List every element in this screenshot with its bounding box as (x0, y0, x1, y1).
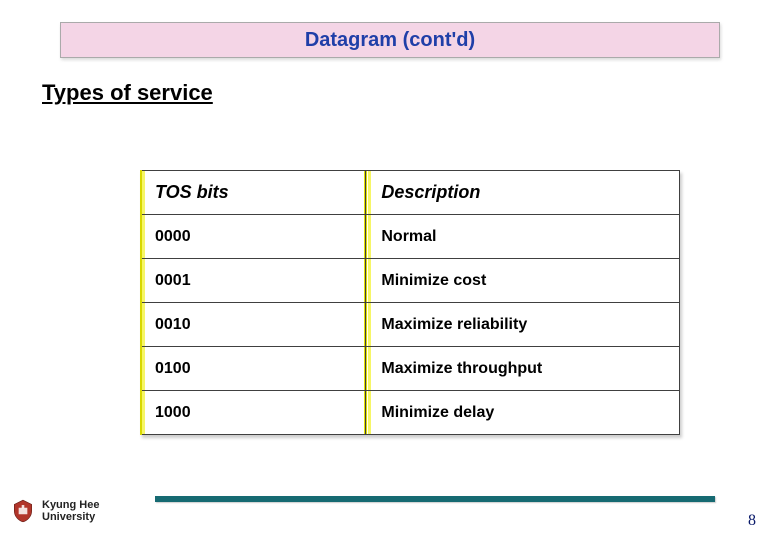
table-row: 0010 Maximize reliability (141, 303, 680, 347)
cell-bits: 0001 (141, 259, 367, 303)
footer-logo: Kyung Hee University (10, 498, 99, 524)
tos-table: TOS bits Description 0000 Normal 0001 Mi… (140, 170, 680, 435)
table-row: 0000 Normal (141, 215, 680, 259)
cell-desc: Minimize cost (367, 259, 680, 303)
slide-title: Datagram (cont'd) (305, 29, 475, 52)
cell-desc: Minimize delay (367, 391, 680, 435)
table-row: 0100 Maximize throughput (141, 347, 680, 391)
table-row: 0001 Minimize cost (141, 259, 680, 303)
header-tos-bits: TOS bits (141, 171, 367, 215)
table-header-row: TOS bits Description (141, 171, 680, 215)
university-name: Kyung Hee University (42, 499, 99, 523)
university-line1: Kyung Hee (42, 499, 99, 511)
cell-desc: Maximize reliability (367, 303, 680, 347)
cell-bits: 0010 (141, 303, 367, 347)
page-number: 8 (748, 512, 756, 530)
footer-rule (155, 496, 715, 502)
university-line2: University (42, 511, 99, 523)
cell-bits: 0000 (141, 215, 367, 259)
table-row: 1000 Minimize delay (141, 391, 680, 435)
cell-bits: 0100 (141, 347, 367, 391)
cell-bits: 1000 (141, 391, 367, 435)
slide-title-bar: Datagram (cont'd) (60, 22, 720, 58)
cell-desc: Normal (367, 215, 680, 259)
section-subtitle: Types of service (42, 80, 213, 106)
header-description: Description (367, 171, 680, 215)
cell-desc: Maximize throughput (367, 347, 680, 391)
university-crest-icon (10, 498, 36, 524)
